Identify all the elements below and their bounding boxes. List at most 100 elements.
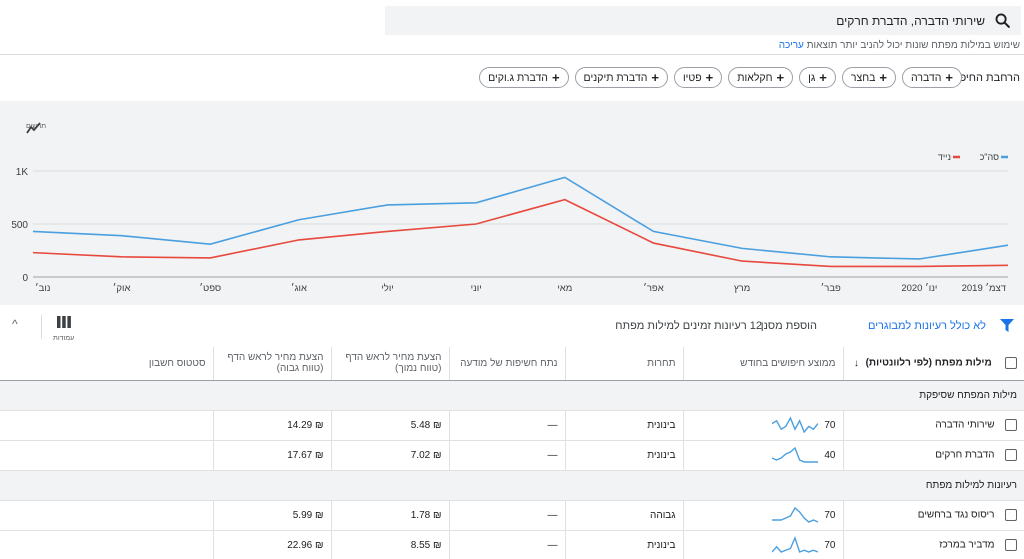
bid-high-cell: ₪ 5.99 <box>213 500 332 531</box>
search-query[interactable]: שירותי הדברה, הדברת חרקים <box>836 14 985 28</box>
broaden-chip-label: חקלאות <box>737 71 773 84</box>
y-tick-label: 500 <box>11 220 28 231</box>
trend-sparkline <box>772 416 819 434</box>
x-tick-label: פבר׳ <box>821 283 841 294</box>
bid-low-cell: ₪ 8.55 <box>331 530 450 559</box>
select-all-checkbox[interactable] <box>1004 357 1017 370</box>
search-icon[interactable] <box>994 12 1011 29</box>
x-tick-label: אוג׳ <box>291 283 307 294</box>
search-bar[interactable]: שירותי הדברה, הדברת חרקים <box>385 6 1021 35</box>
competition-cell: בינונית <box>565 530 684 559</box>
series-line <box>32 176 1009 260</box>
add-filter-button[interactable]: הוספת מסנן <box>760 320 817 332</box>
columns-button[interactable]: עמודות <box>53 315 74 342</box>
row-checkbox[interactable] <box>1004 539 1017 551</box>
impression-share-cell: — <box>449 410 566 441</box>
header-impression-share[interactable]: נתח חשיפות של מודעה <box>449 347 566 381</box>
x-tick-label: ינו׳ 2020 <box>901 283 937 294</box>
broaden-chip-label: גן <box>808 71 816 84</box>
x-tick-label: מאי <box>557 283 572 294</box>
table-row[interactable]: מדביר במרכז 70 בינונית — ₪ 8.55 ₪ 22.96 <box>0 530 1024 559</box>
group-row: מילות המפתח שסיפקת <box>0 380 1024 411</box>
columns-label: עמודות <box>53 335 75 342</box>
header-bid-high[interactable]: הצעת מחיר לראש הדף (טווח גבוה) <box>213 347 332 381</box>
header-account-status[interactable]: סטטוס חשבון <box>0 347 214 381</box>
plus-icon: + <box>819 70 827 85</box>
columns-icon <box>56 316 71 328</box>
keyword-toolbar: לא כולל רעיונות למבוגרים הוספת מסנן 12 ר… <box>0 305 1024 347</box>
impression-share-cell: — <box>449 530 566 559</box>
table-row[interactable]: הדברת חרקים 40 בינונית — ₪ 7.02 ₪ 17.67 <box>0 440 1024 471</box>
keyword-table: מילות מפתח (לפי רלוונטיות) ↓ ממוצע חיפוש… <box>0 347 1024 559</box>
legend-label: סה"כ <box>980 152 1000 162</box>
exclude-adult-filter[interactable]: לא כולל רעיונות למבוגרים <box>867 320 986 332</box>
broaden-chip-label: הדברה <box>911 71 942 84</box>
plus-icon: + <box>776 70 785 85</box>
keyword-text: מדביר במרכז <box>939 539 995 551</box>
avg-searches-value: 70 <box>824 539 836 551</box>
trend-sparkline <box>772 446 819 463</box>
bid-high-cell: ₪ 22.96 <box>213 530 332 559</box>
table-row[interactable]: שירותי הדברה 70 בינונית — ₪ 5.48 ₪ 14.29 <box>0 410 1024 441</box>
divider <box>0 54 1024 55</box>
collapse-chart-button[interactable]: ^ <box>12 317 18 331</box>
avg-searches-cell: 40 <box>683 440 844 471</box>
plus-icon: + <box>651 70 659 85</box>
plus-icon: + <box>879 70 887 85</box>
trend-toggle-button[interactable]: תרשים <box>26 121 46 134</box>
account-status-cell <box>0 440 214 471</box>
x-tick-label: מרץ <box>734 283 750 294</box>
competition-cell: בינונית <box>565 440 684 471</box>
search-hint: שימוש במילות מפתח שונות יכול להניב יותר … <box>775 40 1020 51</box>
header-keyword[interactable]: מילות מפתח (לפי רלוונטיות) ↓ <box>843 347 1024 381</box>
trend-chart: תרשים 0 500 1K דצמ׳ 2019 ינו׳ 2020 פבר׳ מרץ אפר… <box>0 101 1024 305</box>
trend-icon <box>26 122 41 134</box>
plus-icon: + <box>705 70 714 85</box>
legend-label: נייד <box>938 152 951 162</box>
x-tick-label: יוני <box>471 283 482 294</box>
y-tick-label: 1K <box>16 167 29 178</box>
avg-searches-cell: 70 <box>683 530 844 559</box>
broaden-chip[interactable]: + הדברה <box>902 67 962 88</box>
keyword-text: הדברת חרקים <box>935 449 995 461</box>
row-checkbox[interactable] <box>1004 509 1017 521</box>
broaden-chip[interactable]: + בחצר <box>841 67 896 88</box>
keyword-text: שירותי הדברה <box>935 419 995 431</box>
x-tick-label: יולי <box>381 282 393 294</box>
table-row[interactable]: ריסוס נגד ברחשים 70 גבוהה — ₪ 1.78 ₪ 5.99 <box>0 500 1024 531</box>
bid-low-cell: ₪ 1.78 <box>331 500 450 531</box>
header-bid-low[interactable]: הצעת מחיר לראש הדף (טווח נמוך) <box>331 347 450 381</box>
header-avg-searches[interactable]: ממוצע חיפושים בחודש <box>683 347 844 381</box>
account-status-cell <box>0 530 214 559</box>
group-title: מילות המפתח שסיפקת <box>0 380 1024 411</box>
bid-high-cell: ₪ 14.29 <box>213 410 332 441</box>
avg-searches-value: 70 <box>824 509 836 521</box>
table-header-row: מילות מפתח (לפי רלוונטיות) ↓ ממוצע חיפוש… <box>0 347 1024 381</box>
group-title: רעיונות למילות מפתח <box>0 470 1024 501</box>
broaden-chip[interactable]: + פטיו <box>673 67 723 88</box>
x-tick-label: נוב׳ <box>35 283 51 294</box>
broaden-chip[interactable]: + חקלאות <box>728 67 794 88</box>
broaden-chip[interactable]: + הדברת ג.וקים <box>479 67 569 88</box>
broaden-chips: + הדברה + בחצר + גן + חקלאות + פטיו + הדברת תיקנים +… <box>479 67 962 88</box>
filter-icon[interactable] <box>1000 319 1014 332</box>
impression-share-cell: — <box>449 500 566 531</box>
impression-share-cell: — <box>449 440 566 471</box>
header-competition[interactable]: תחרות <box>565 347 684 381</box>
competition-cell: גבוהה <box>565 500 684 531</box>
row-checkbox[interactable] <box>1004 449 1017 461</box>
avg-searches-value: 70 <box>824 419 836 431</box>
bid-low-cell: ₪ 7.02 <box>331 440 450 471</box>
row-checkbox[interactable] <box>1004 419 1017 431</box>
header-keyword-label: מילות מפתח (לפי רלוונטיות) <box>865 357 992 369</box>
x-tick-label: ספט׳ <box>199 283 221 294</box>
avg-searches-cell: 70 <box>683 500 844 531</box>
keyword-cell: הדברת חרקים <box>843 440 1024 471</box>
broaden-chip[interactable]: + הדברת תיקנים <box>574 67 668 88</box>
avg-searches-cell: 70 <box>683 410 844 441</box>
edit-link[interactable]: עריכה <box>778 40 804 51</box>
broaden-chip[interactable]: + גן <box>799 67 836 88</box>
x-tick-label: דצמ׳ 2019 <box>962 283 1006 294</box>
avg-searches-value: 40 <box>824 449 836 461</box>
bid-high-cell: ₪ 17.67 <box>213 440 332 471</box>
